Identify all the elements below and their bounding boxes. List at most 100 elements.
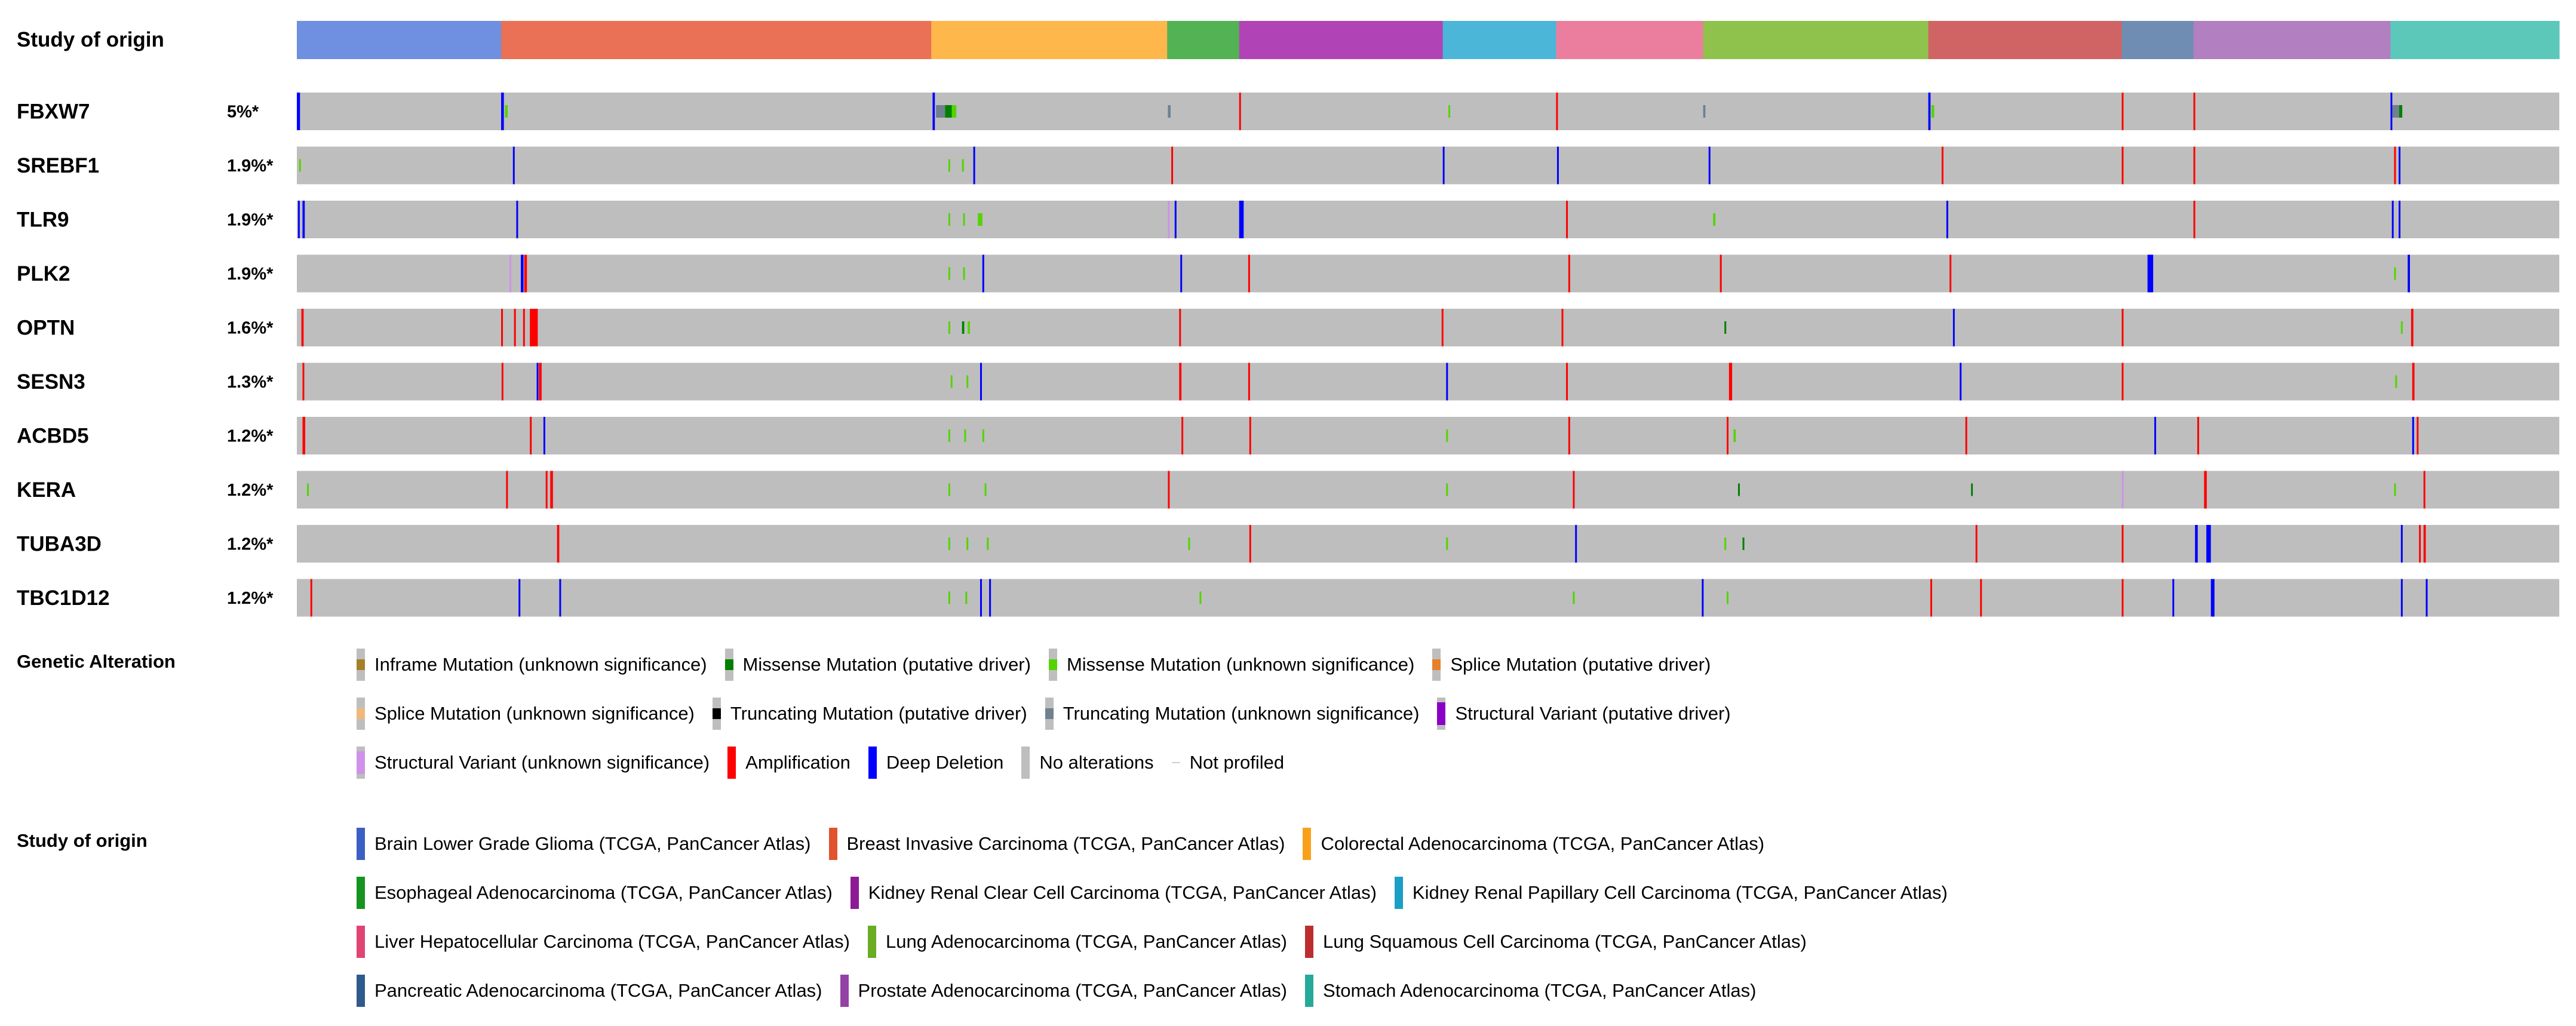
alteration-mark: [1971, 483, 1973, 496]
alteration-mark: [948, 591, 950, 604]
alteration-mark: [963, 213, 965, 226]
study-segment: Pancreatic Adenocarcinoma (TCGA, PanCanc…: [2121, 21, 2194, 59]
alteration-mark: [2412, 363, 2415, 401]
alteration-mark: [2154, 417, 2156, 454]
legend-item-amplification: Amplification: [727, 747, 851, 779]
alteration-mark: [302, 201, 305, 238]
alteration-mark: [307, 483, 309, 496]
alteration-mark: [2399, 201, 2401, 238]
alteration-mark: [1960, 363, 1962, 401]
alteration-mark: [2400, 321, 2403, 334]
legend-item-colorectal: Colorectal Adenocarcinoma (TCGA, PanCanc…: [1303, 828, 1764, 860]
alteration-mark: [302, 417, 306, 454]
no-alterations-swatch: [1021, 747, 1030, 779]
oncoprint-chart: Study of origin Brain Lower Grade Glioma …: [17, 21, 2560, 617]
truncating-unknown-swatch: [1045, 698, 1054, 730]
alteration-mark: [539, 363, 542, 401]
sv-unknown-swatch: [357, 747, 365, 779]
alteration-mark: [297, 201, 300, 238]
alteration-mark: [1702, 579, 1704, 617]
alteration-mark: [2210, 579, 2215, 617]
legend-label: Stomach Adenocarcinoma (TCGA, PanCancer …: [1323, 980, 1757, 1001]
alteration-mark: [1949, 254, 1952, 293]
alteration-mark: [980, 363, 982, 401]
alteration-mark: [982, 254, 984, 293]
alteration-mark: [516, 201, 518, 238]
alteration-mark: [989, 579, 991, 617]
legend-label: Structural Variant (putative driver): [1455, 703, 1731, 724]
alteration-mark: [521, 254, 524, 293]
alteration-mark: [530, 309, 538, 346]
legend-item-missense-driver: Missense Mutation (putative driver): [724, 649, 1031, 681]
alteration-mark: [2121, 579, 2124, 617]
alteration-mark: [968, 321, 970, 334]
alteration-mark: [514, 309, 516, 346]
gene-track-background: [297, 254, 2559, 293]
legend-label: Lung Squamous Cell Carcinoma (TCGA, PanC…: [1323, 931, 1807, 952]
alteration-mark: [2411, 309, 2414, 346]
truncating-driver-swatch: [712, 698, 721, 730]
alteration-mark: [2121, 93, 2124, 130]
study-segment: Colorectal Adenocarcinoma (TCGA, PanCanc…: [931, 21, 1168, 59]
legend-label: Esophageal Adenocarcinoma (TCGA, PanCanc…: [374, 882, 833, 903]
legend-label: Prostate Adenocarcinoma (TCGA, PanCancer…: [858, 980, 1288, 1001]
legend-item-breast: Breast Invasive Carcinoma (TCGA, PanCanc…: [828, 828, 1285, 860]
alteration-mark: [1446, 483, 1448, 496]
gene-track-background: [297, 471, 2559, 509]
pancreatic-swatch: [357, 975, 365, 1007]
alteration-mark: [1708, 146, 1711, 185]
alteration-mark: [936, 105, 945, 118]
alteration-mark: [512, 146, 515, 185]
alteration-mark: [964, 429, 966, 442]
alteration-mark: [1713, 213, 1716, 226]
alteration-mark: [965, 591, 968, 604]
legend-item-splice-driver: Splice Mutation (putative driver): [1432, 649, 1711, 681]
alteration-mark: [2417, 417, 2419, 454]
alteration-mark: [2392, 105, 2399, 118]
alteration-mark: [1573, 591, 1575, 604]
legend-item-liver: Liver Hepatocellular Carcinoma (TCGA, Pa…: [357, 926, 850, 958]
gene-label: ACBD5: [17, 425, 89, 448]
alteration-mark: [1566, 363, 1568, 401]
alteration-mark: [2391, 201, 2394, 238]
legend-label: Missense Mutation (putative driver): [742, 654, 1031, 675]
splice-driver-swatch: [1432, 649, 1441, 681]
alteration-mark: [1928, 93, 1931, 130]
missense-driver-swatch: [724, 649, 733, 681]
deep-deletion-swatch: [868, 747, 877, 779]
gene-label: TLR9: [17, 208, 69, 232]
gene-label: OPTN: [17, 317, 75, 340]
alteration-mark: [523, 309, 525, 346]
alteration-mark: [1168, 471, 1170, 509]
alteration-mark: [945, 105, 952, 118]
legend-label: Kidney Renal Papillary Cell Carcinoma (T…: [1412, 882, 1948, 903]
study-segment: Kidney Renal Clear Cell Carcinoma (TCGA,…: [1239, 21, 1444, 59]
alteration-mark: [2394, 483, 2396, 496]
alteration-mark: [1248, 254, 1250, 293]
legend-label: Liver Hepatocellular Carcinoma (TCGA, Pa…: [374, 931, 850, 952]
alteration-mark: [1171, 146, 1174, 185]
gene-track-background: [297, 93, 2559, 130]
splice-unknown-swatch: [357, 698, 365, 730]
study-track-label: Study of origin: [17, 28, 164, 51]
study-segment: Prostate Adenocarcinoma (TCGA, PanCancer…: [2193, 21, 2391, 59]
alteration-mark: [1239, 201, 1244, 238]
alteration-mark: [1733, 429, 1736, 442]
esophageal-swatch: [357, 877, 365, 909]
alteration-mark: [2395, 375, 2397, 388]
study-segment: Lung Adenocarcinoma (TCGA, PanCancer Atl…: [1703, 21, 1929, 59]
alteration-mark: [2419, 525, 2421, 563]
alteration-mark: [1561, 309, 1564, 346]
legend-label: Pancreatic Adenocarcinoma (TCGA, PanCanc…: [374, 980, 822, 1001]
legend-label: Missense Mutation (unknown significance): [1066, 654, 1415, 675]
legend-label: Truncating Mutation (unknown significanc…: [1063, 703, 1420, 724]
gene-track-background: [297, 201, 2559, 238]
kidney-clear-cell-swatch: [850, 877, 859, 909]
gene-percent: 1.9%*: [227, 211, 274, 230]
not-profiled-swatch: [1171, 747, 1180, 779]
genetic-alteration-legend: Inframe Mutation (unknown significance) …: [357, 640, 1749, 787]
alteration-mark: [2412, 417, 2414, 454]
legend-label: Splice Mutation (unknown significance): [374, 703, 695, 724]
study-segment: Stomach Adenocarcinoma (TCGA, PanCancer …: [2390, 21, 2560, 59]
alteration-mark: [506, 471, 508, 509]
